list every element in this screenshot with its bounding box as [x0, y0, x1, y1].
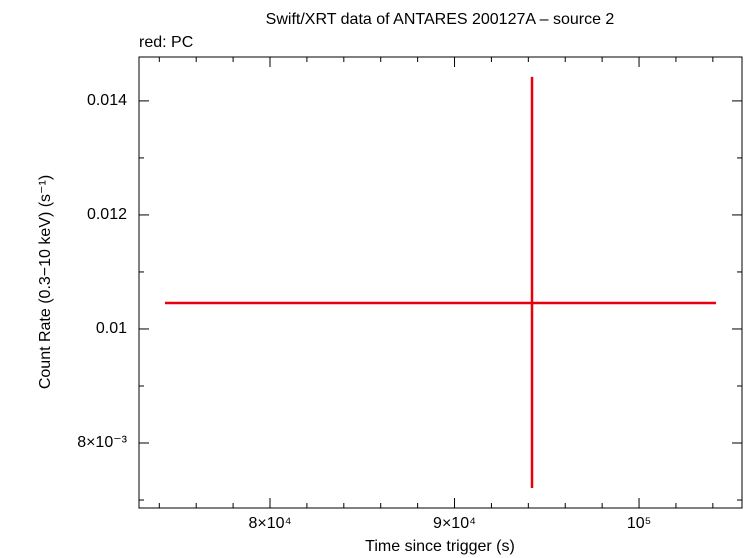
y-tick-label: 0.012 — [87, 206, 127, 223]
x-tick-label: 8×10⁴ — [249, 515, 292, 532]
chart-title: Swift/XRT data of ANTARES 200127A – sour… — [266, 11, 615, 28]
plot-frame — [138, 56, 743, 509]
x-tick-label: 9×10⁴ — [433, 515, 476, 532]
x-tick-label: 10⁵ — [627, 515, 651, 532]
x-axis-label: Time since trigger (s) — [365, 538, 515, 555]
y-tick-label: 0.01 — [96, 320, 127, 337]
y-axis-label: Count Rate (0.3−10 keV) (s⁻¹) — [37, 175, 54, 389]
y-tick-label: 8×10⁻³ — [77, 434, 127, 451]
chart-subtitle: red: PC — [139, 34, 193, 51]
y-tick-label: 0.014 — [87, 92, 127, 109]
